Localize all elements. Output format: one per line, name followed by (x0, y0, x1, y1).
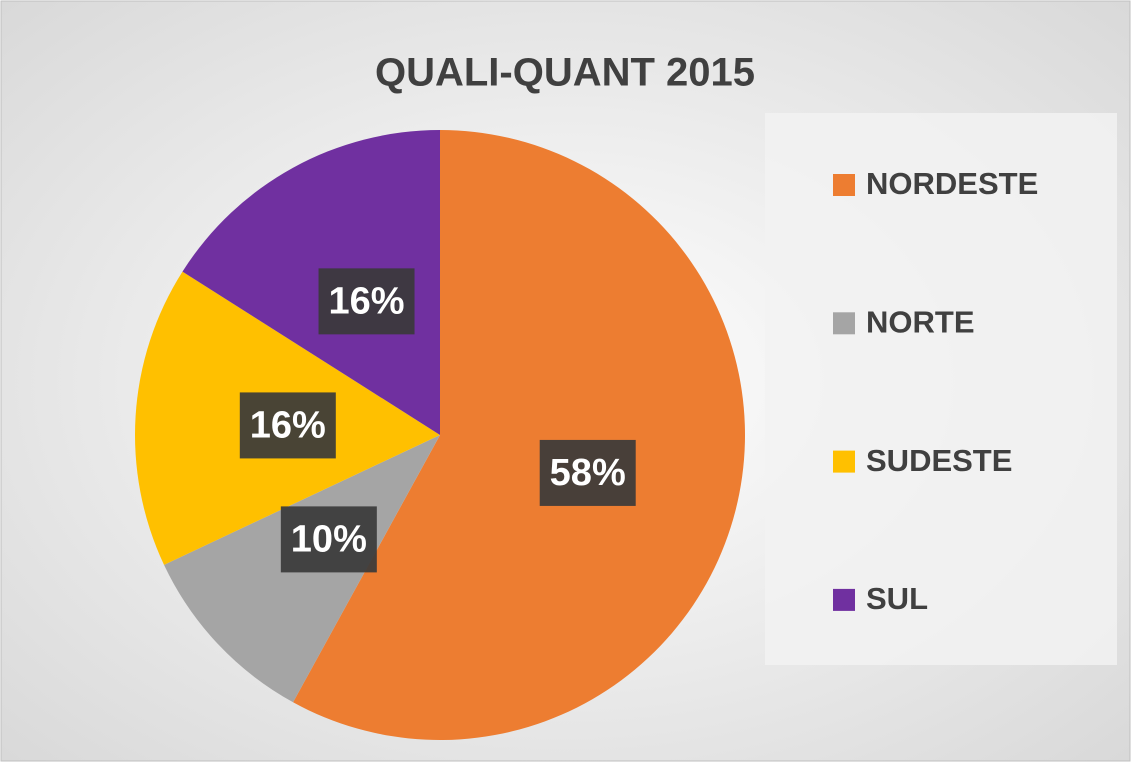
data-label-box (539, 439, 636, 506)
legend-swatch (833, 450, 855, 473)
data-label-box (318, 268, 415, 335)
data-label: 16% (329, 280, 405, 322)
legend-swatch (833, 174, 855, 196)
data-label: 10% (291, 518, 367, 560)
legend-label: SUDESTE (866, 443, 1012, 478)
legend-swatch (833, 312, 855, 335)
data-label: 16% (250, 404, 326, 446)
legend-label: NORTE (866, 304, 975, 339)
pie-slice (293, 130, 745, 740)
data-label: 58% (550, 452, 626, 494)
data-label-box (280, 506, 377, 573)
chart-title: QUALI-QUANT 2015 (375, 51, 755, 95)
legend-swatch (833, 588, 855, 611)
legend-panel (765, 113, 1117, 665)
data-label-box (239, 392, 336, 459)
pie-slice (182, 130, 440, 435)
legend-label: SUL (866, 581, 928, 616)
legend-label: NORDESTE (866, 166, 1038, 201)
